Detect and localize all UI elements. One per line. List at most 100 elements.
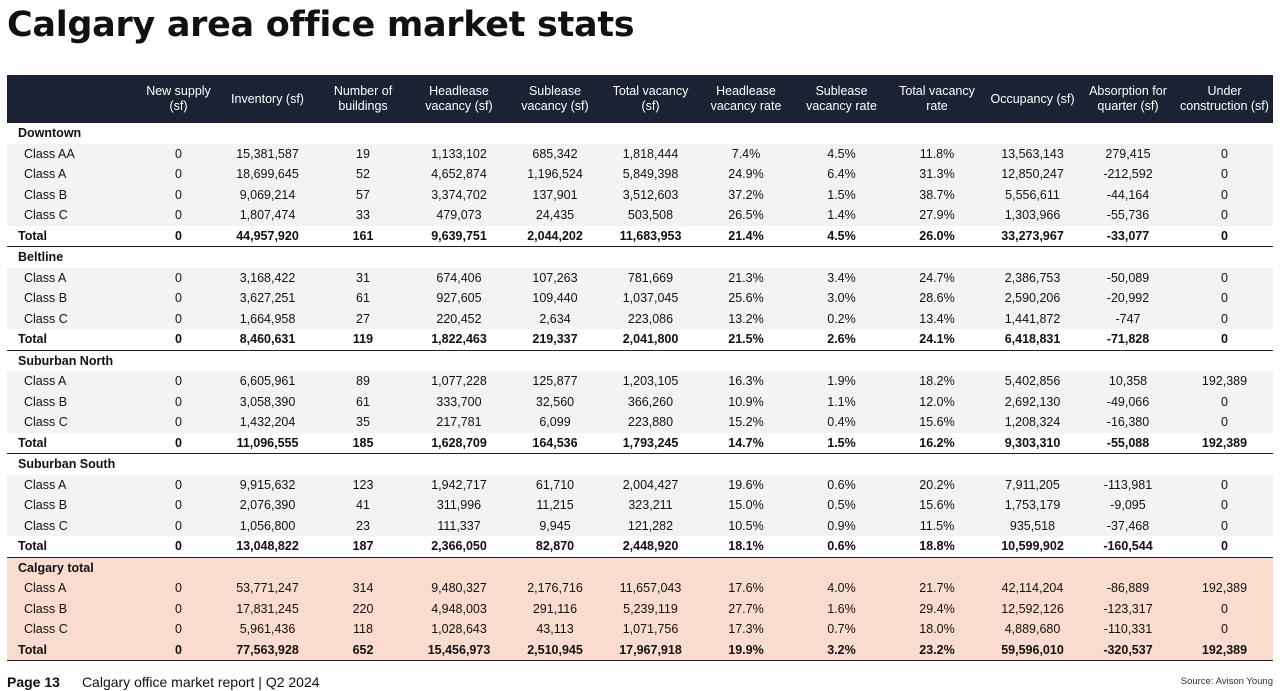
- table-cell: 5,556,611: [985, 184, 1080, 205]
- table-cell: 2.6%: [794, 329, 889, 351]
- row-label: Class A: [7, 371, 137, 392]
- table-cell: 1,196,524: [507, 164, 603, 185]
- table-cell: 19: [315, 143, 411, 164]
- table-cell: 24,435: [507, 205, 603, 226]
- table-cell: -747: [1080, 308, 1176, 329]
- table-cell: 18.2%: [889, 371, 985, 392]
- table-row: Class A 0 3,168,422 31 674,406 107,263 781,669…: [7, 267, 1273, 288]
- table-cell: 11.8%: [889, 143, 985, 164]
- table-cell: 0: [1176, 329, 1273, 351]
- table-cell: 4,652,874: [411, 164, 507, 185]
- section-header-row: Beltline: [7, 247, 1273, 268]
- table-cell: 2,692,130: [985, 391, 1080, 412]
- table-cell: 217,781: [411, 412, 507, 433]
- table-cell: 125,877: [507, 371, 603, 392]
- table-cell: -55,088: [1080, 432, 1176, 454]
- office-market-stats-table: New supply (sf) Inventory (sf) Number of b…: [7, 75, 1273, 661]
- section-header-row: Suburban South: [7, 454, 1273, 475]
- table-cell: 4.5%: [794, 225, 889, 247]
- table-cell: 0: [1176, 495, 1273, 516]
- table-cell: -86,889: [1080, 578, 1176, 599]
- page-number: Page 13: [7, 674, 60, 690]
- table-cell: 192,389: [1176, 578, 1273, 599]
- table-cell: 6,418,831: [985, 329, 1080, 351]
- section-title: Suburban North: [18, 353, 114, 368]
- table-cell: 107,263: [507, 267, 603, 288]
- table-cell: 15.6%: [889, 412, 985, 433]
- table-cell: 7,911,205: [985, 474, 1080, 495]
- table-cell: 26.5%: [698, 205, 794, 226]
- table-cell: 6,099: [507, 412, 603, 433]
- table-cell: 1,807,474: [220, 205, 315, 226]
- table-row: Class C 0 1,056,800 23 111,337 9,945 121,282 10…: [7, 515, 1273, 536]
- table-cell: 18,699,645: [220, 164, 315, 185]
- table-cell: 0: [1176, 598, 1273, 619]
- table-cell: 37.2%: [698, 184, 794, 205]
- table-cell: 3,168,422: [220, 267, 315, 288]
- row-label: Class A: [7, 474, 137, 495]
- table-cell: 21.5%: [698, 329, 794, 351]
- row-label: Class C: [7, 515, 137, 536]
- table-cell: 26.0%: [889, 225, 985, 247]
- table-cell: 10,599,902: [985, 536, 1080, 558]
- table-cell: 89: [315, 371, 411, 392]
- row-label: Class C: [7, 412, 137, 433]
- table-cell: -20,992: [1080, 288, 1176, 309]
- table-cell: 1,203,105: [603, 371, 698, 392]
- table-cell: 33,273,967: [985, 225, 1080, 247]
- table-cell: 187: [315, 536, 411, 558]
- table-cell: 685,342: [507, 143, 603, 164]
- table-cell: 25.6%: [698, 288, 794, 309]
- table-cell: 20.2%: [889, 474, 985, 495]
- table-cell: 0: [137, 474, 220, 495]
- table-cell: 479,073: [411, 205, 507, 226]
- table-cell: 82,870: [507, 536, 603, 558]
- table-cell: 2,510,945: [507, 639, 603, 661]
- table-cell: 0: [137, 578, 220, 599]
- table-row: Class A 0 6,605,961 89 1,077,228 125,877 1,203…: [7, 371, 1273, 392]
- table-cell: 0: [137, 391, 220, 412]
- table-cell: 0.6%: [794, 474, 889, 495]
- row-label: Total: [7, 536, 137, 558]
- table-cell: 2,386,753: [985, 267, 1080, 288]
- table-cell: 28.6%: [889, 288, 985, 309]
- table-cell: 13.4%: [889, 308, 985, 329]
- table-cell: 11.5%: [889, 515, 985, 536]
- table-cell: 0: [1176, 184, 1273, 205]
- table-cell: 223,880: [603, 412, 698, 433]
- row-label: Class B: [7, 288, 137, 309]
- row-label: Class A: [7, 578, 137, 599]
- table-cell: 1,628,709: [411, 432, 507, 454]
- table-cell: 1.5%: [794, 184, 889, 205]
- table-row: Class C 0 1,807,474 33 479,073 24,435 503,508 2…: [7, 205, 1273, 226]
- table-cell: 4,948,003: [411, 598, 507, 619]
- table-cell: 1,818,444: [603, 143, 698, 164]
- table-cell: 2,041,800: [603, 329, 698, 351]
- table-cell: 1,432,204: [220, 412, 315, 433]
- table-cell: 13,563,143: [985, 143, 1080, 164]
- table-cell: 0: [1176, 267, 1273, 288]
- table-cell: 15.2%: [698, 412, 794, 433]
- section-title: Calgary total: [7, 557, 1273, 578]
- table-row: Class C 0 5,961,436 118 1,028,643 43,113 1,071…: [7, 619, 1273, 640]
- table-cell: 18.8%: [889, 536, 985, 558]
- header-cell: New supply (sf): [137, 75, 220, 123]
- table-cell: 2,634: [507, 308, 603, 329]
- table-cell: 1,303,966: [985, 205, 1080, 226]
- table-cell: 5,961,436: [220, 619, 315, 640]
- table-cell: 0: [137, 143, 220, 164]
- table-row: Class A 0 18,699,645 52 4,652,874 1,196,524 5,…: [7, 164, 1273, 185]
- header-cell: Sublease vacancy rate: [794, 75, 889, 123]
- table-cell: 0.6%: [794, 536, 889, 558]
- table-cell: 5,849,398: [603, 164, 698, 185]
- table-cell: 32,560: [507, 391, 603, 412]
- table-cell: 59,596,010: [985, 639, 1080, 661]
- table-cell: 1.1%: [794, 391, 889, 412]
- table-cell: 164,536: [507, 432, 603, 454]
- table-cell: 185: [315, 432, 411, 454]
- row-label: Class C: [7, 619, 137, 640]
- table-cell: 16.2%: [889, 432, 985, 454]
- table-row: Class B 0 17,831,245 220 4,948,003 291,116 5,2…: [7, 598, 1273, 619]
- table-cell: 927,605: [411, 288, 507, 309]
- table-cell: -33,077: [1080, 225, 1176, 247]
